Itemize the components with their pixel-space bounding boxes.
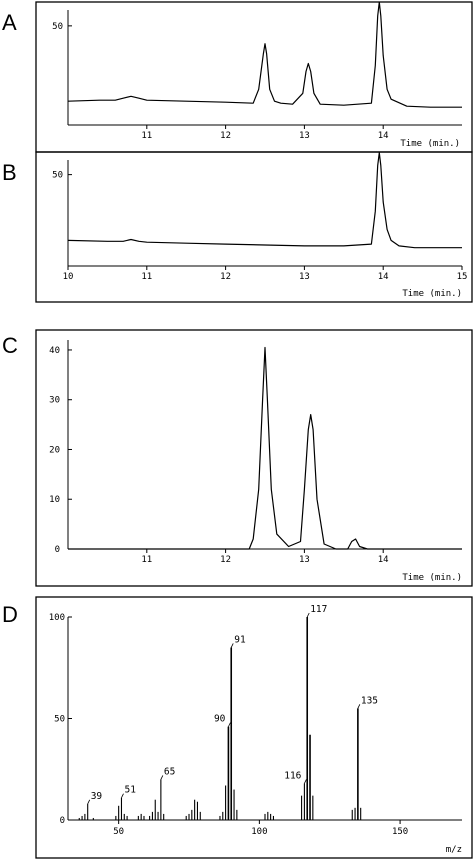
y-tick-label: 20	[49, 445, 60, 455]
peak-label: 65	[164, 766, 175, 777]
y-tick-label: 100	[49, 613, 65, 623]
peak-label-leader	[121, 793, 124, 798]
x-tick-label: 150	[392, 827, 408, 837]
panel-c-frame	[35, 329, 473, 587]
x-tick-label: 12	[220, 555, 231, 565]
x-axis-title: Time (min.)	[402, 573, 462, 583]
x-tick-label: 11	[141, 272, 152, 282]
x-tick-label: 11	[141, 555, 152, 565]
x-tick-label: 14	[378, 555, 389, 565]
y-tick-label: 50	[54, 715, 65, 725]
peak-label: 117	[310, 604, 327, 615]
x-tick-label: 13	[299, 272, 310, 282]
y-tick-label: 30	[49, 396, 60, 406]
x-tick-label: 11	[141, 131, 152, 141]
peak-label: 135	[361, 695, 378, 706]
panel-c: C 11 12 13 14 0 10 20 30 40 Time (min.)	[2, 329, 473, 587]
x-tick-label: 13	[299, 131, 310, 141]
panel-a-frame	[35, 1, 473, 153]
peak-label-leader	[228, 722, 231, 727]
panel-letter-d: D	[2, 602, 18, 627]
x-tick-label: 50	[113, 827, 124, 837]
peak-label: 116	[284, 770, 301, 781]
chromatogram-trace-c	[68, 346, 462, 550]
x-tick-label: 15	[457, 272, 468, 282]
peak-label-leader	[304, 779, 307, 784]
panel-b: B 10 11 12 13 14 15 50 Time (min.)	[2, 151, 473, 303]
panel-letter-b: B	[2, 160, 17, 185]
x-tick-label: 14	[378, 131, 389, 141]
y-tick-label: 0	[55, 545, 60, 555]
x-axis-title: Time (min.)	[402, 289, 462, 299]
y-tick-label: 0	[60, 816, 65, 826]
chromatogram-trace-a	[67, 1, 462, 108]
panel-letter-a: A	[2, 10, 17, 35]
peak-label: 39	[91, 791, 103, 802]
peak-label: 91	[234, 634, 246, 645]
peak-label-leader	[160, 775, 164, 780]
y-tick-label: 50	[52, 22, 63, 32]
x-tick-label: 12	[220, 272, 231, 282]
y-tick-label: 40	[49, 346, 60, 356]
x-tick-label: 12	[220, 131, 231, 141]
peak-label-leader	[306, 612, 310, 618]
peak-label-leader	[87, 799, 91, 804]
panel-d: D 50 100 150 0 50 100 m/z 39 51 65 90 91 116 117 135	[2, 596, 473, 859]
x-axis-title: Time (min.)	[400, 139, 460, 149]
y-tick-label: 50	[52, 171, 63, 181]
peak-label: 90	[214, 714, 226, 725]
panel-letter-c: C	[2, 333, 18, 358]
panel-d-frame	[35, 596, 473, 859]
panel-b-frame	[35, 151, 473, 303]
peak-label: 51	[124, 785, 136, 796]
peak-label-leader	[230, 643, 234, 648]
x-tick-label: 14	[378, 272, 389, 282]
x-tick-label: 100	[251, 827, 267, 837]
x-tick-label: 13	[299, 555, 310, 565]
x-axis-title: m/z	[446, 845, 462, 855]
panel-a: A 11 12 13 14 50 Time (min.)	[2, 1, 473, 153]
x-tick-label: 10	[63, 272, 74, 282]
peak-label-leader	[357, 704, 361, 709]
chromatogram-trace-b	[67, 152, 462, 249]
y-tick-label: 10	[49, 495, 60, 505]
